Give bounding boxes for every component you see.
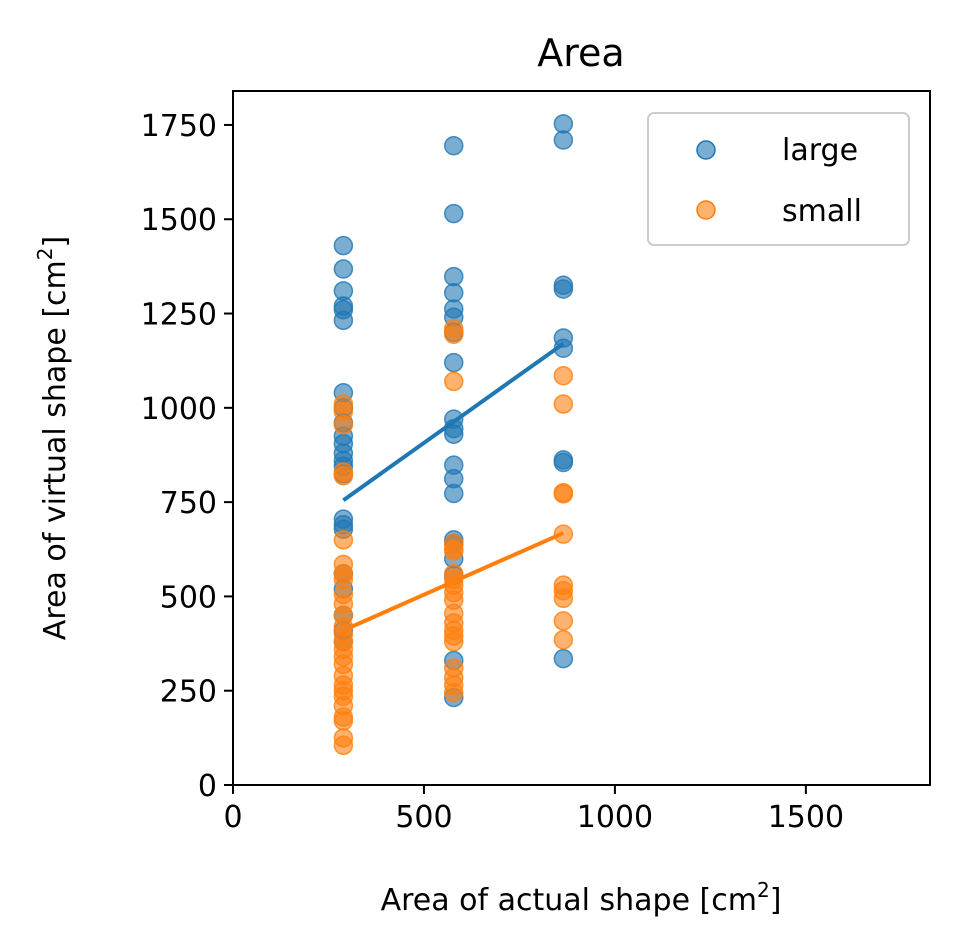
x-tick-label: 1500 xyxy=(768,800,844,835)
legend: large small xyxy=(647,112,910,246)
y-axis-label-main: Area of virtual shape [cm xyxy=(38,260,73,640)
data-point-small xyxy=(443,371,464,392)
data-point-large xyxy=(443,135,464,156)
x-tick-label: 1000 xyxy=(577,800,653,835)
y-tick-label: 0 xyxy=(198,769,217,804)
data-point-large xyxy=(443,266,464,287)
y-tick-label: 1750 xyxy=(141,109,217,144)
fit-line-large xyxy=(342,342,565,502)
fit-lines xyxy=(342,342,565,633)
data-point-large xyxy=(443,424,464,444)
legend-marker-large xyxy=(696,140,716,160)
data-point-small xyxy=(553,484,574,504)
data-point-small xyxy=(553,611,574,631)
data-point-large xyxy=(553,279,574,299)
data-point-large xyxy=(553,648,574,669)
y-tick-label: 250 xyxy=(160,675,217,710)
data-point-small xyxy=(333,711,354,731)
data-point-small xyxy=(443,631,464,652)
data-point-large xyxy=(553,452,574,473)
x-axis-label-superscript: 2 xyxy=(757,878,770,902)
x-axis-label: Area of actual shape [cm2] xyxy=(381,878,782,918)
y-tick-label: 1500 xyxy=(141,203,217,238)
data-point-small xyxy=(553,366,574,386)
y-axis-label-superscript: 2 xyxy=(33,248,57,261)
data-point-large xyxy=(443,283,464,303)
data-point-small xyxy=(553,394,574,414)
data-point-large xyxy=(553,114,574,134)
data-point-small xyxy=(333,735,354,756)
y-tick-label: 500 xyxy=(160,580,217,615)
legend-marker-small xyxy=(696,200,716,220)
legend-box xyxy=(647,112,910,246)
y-axis-label: Area of virtual shape [cm2] xyxy=(33,236,73,640)
y-tick-label: 1000 xyxy=(141,392,217,427)
legend-label-small: small xyxy=(782,194,862,229)
y-axis-label-suffix: ] xyxy=(38,236,73,248)
x-tick-label: 500 xyxy=(395,800,452,835)
data-point-large xyxy=(333,259,354,279)
y-axis-ticks: 0 250 500 750 1000 1250 1500 1750 xyxy=(141,109,233,804)
data-point-small xyxy=(443,682,464,703)
fit-line-small xyxy=(342,531,565,633)
chart-title: Area xyxy=(537,31,624,75)
legend-label-large: large xyxy=(782,133,858,168)
data-point-large xyxy=(333,235,354,256)
data-point-large xyxy=(553,130,574,150)
x-axis-label-main: Area of actual shape [cm xyxy=(381,883,757,918)
x-axis-ticks: 0 500 1000 1500 xyxy=(223,785,844,835)
data-point-large xyxy=(333,310,354,331)
data-point-small xyxy=(333,465,354,486)
y-tick-label: 750 xyxy=(160,486,217,521)
data-point-large xyxy=(443,352,464,373)
data-point-small xyxy=(443,324,464,345)
data-point-small xyxy=(333,530,354,550)
data-point-small xyxy=(443,541,464,561)
data-points xyxy=(333,114,574,756)
data-point-large xyxy=(443,203,464,224)
data-point-small xyxy=(333,415,354,435)
y-tick-label: 1250 xyxy=(141,298,217,333)
data-point-small xyxy=(553,630,574,650)
data-point-small xyxy=(553,588,574,609)
data-point-large xyxy=(443,483,464,504)
x-tick-label: 0 xyxy=(223,800,242,835)
x-axis-label-suffix: ] xyxy=(770,883,782,918)
plot-border xyxy=(232,90,931,786)
